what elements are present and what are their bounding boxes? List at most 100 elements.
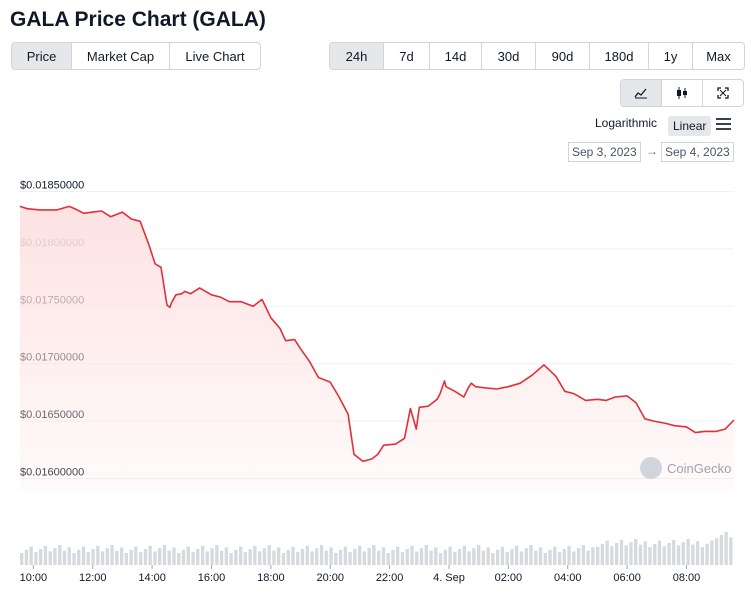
volume-bar [386,553,390,565]
volume-bar [329,547,333,565]
volume-bar [20,553,24,565]
chart-type-tabs: Price Market Cap Live Chart [11,42,261,70]
volume-bar [343,546,348,565]
volume-bar [72,553,76,565]
scale-linear[interactable]: Linear [668,116,712,136]
volume-bar [24,549,29,565]
volume-bar [695,541,700,565]
volume-bar [224,547,229,565]
volume-bar [457,549,462,565]
fullscreen-icon[interactable] [703,80,743,106]
range-max[interactable]: Max [706,48,731,64]
volume-bar [567,545,571,565]
volume-bar [686,539,690,565]
x-tick-label: 22:00 [376,572,404,584]
volume-bar [596,547,600,565]
volume-bar [200,545,205,565]
volume-bar [291,546,295,565]
volume-bar [467,551,471,565]
volume-bar [153,551,157,565]
volume-bar [548,549,552,565]
volume-bar [134,546,138,565]
tab-price[interactable]: Price [12,43,72,69]
x-tick-label: 20:00 [316,572,344,584]
menu-icon[interactable] [716,118,731,133]
volume-bar [162,545,167,565]
range-90d[interactable]: 90d [536,43,590,69]
tab-live-chart[interactable]: Live Chart [185,48,245,64]
price-area [20,206,734,490]
volume-bar [334,553,338,565]
volume-bar [505,552,509,565]
date-to-input[interactable]: Sep 4, 2023 [661,142,734,162]
volume-bar [524,548,528,565]
range-7d[interactable]: 7d [384,43,430,69]
volume-bar [81,546,86,565]
range-30d[interactable]: 30d [482,43,536,69]
volume-bar [277,547,281,565]
volume-bar [600,543,605,565]
volume-bar [729,537,733,565]
volume-bar [415,551,419,565]
volume-bar [405,549,409,565]
volume-bar [315,548,319,565]
range-24h[interactable]: 24h [330,43,384,69]
volume-bar [105,548,110,565]
volume-bar [529,545,533,565]
date-from-input[interactable]: Sep 3, 2023 [568,142,641,162]
volume-bar [110,545,114,565]
scale-logarithmic[interactable]: Logarithmic [595,116,658,130]
volume-bar [267,545,271,565]
volume-bar [120,547,124,565]
volume-bar [338,549,343,565]
volume-bar [143,549,148,565]
volume-bar [391,549,395,565]
volume-bar [562,549,566,565]
volume-bar [610,546,614,565]
x-tick-label: 14:00 [138,572,166,584]
volume-bar [86,552,90,565]
volume-bar [605,540,609,565]
tab-market-cap[interactable]: Market Cap [72,43,170,69]
range-180d[interactable]: 180d [590,43,649,69]
volume-bar [253,545,257,565]
volume-bar [634,539,638,565]
x-tick-label: 18:00 [257,572,285,584]
x-tick-label: 4. Sep [433,572,465,584]
volume-bar [129,549,133,565]
volume-bar [229,553,233,565]
volume-bar [348,552,352,565]
volume-bar [243,552,248,565]
candlestick-icon[interactable] [662,80,703,106]
volume-bar [429,550,433,565]
volume-bar [576,548,581,565]
volume-bar [662,546,666,565]
volume-bar [353,549,357,565]
volume-bar [619,539,624,565]
volume-bar [272,550,276,565]
volume-bar [177,553,181,565]
volume-bar [638,544,643,565]
volume-bar [557,552,562,565]
volume-bar [500,546,505,565]
x-tick-label: 04:00 [554,572,582,584]
x-tick-label: 10:00 [20,572,48,584]
x-tick-label: 06:00 [613,572,641,584]
price-chart[interactable]: $0.01850000$0.01800000$0.01750000$0.0170… [0,170,756,585]
volume-bar [629,542,633,565]
volume-bar [581,545,586,565]
volume-bar [448,546,452,565]
volume-bar [305,545,309,565]
volume-bar [486,547,490,565]
line-chart-icon[interactable] [621,80,662,106]
range-14d[interactable]: 14d [430,43,482,69]
x-tick-label: 02:00 [495,572,523,584]
volume-bar [591,547,595,565]
volume-bar [29,546,33,565]
volume-bar [91,549,95,565]
coingecko-logo: CoinGecko [640,457,731,479]
volume-bar [510,549,514,565]
volume-bar [96,545,100,565]
volume-bar [438,553,443,565]
range-1y[interactable]: 1y [649,43,693,69]
